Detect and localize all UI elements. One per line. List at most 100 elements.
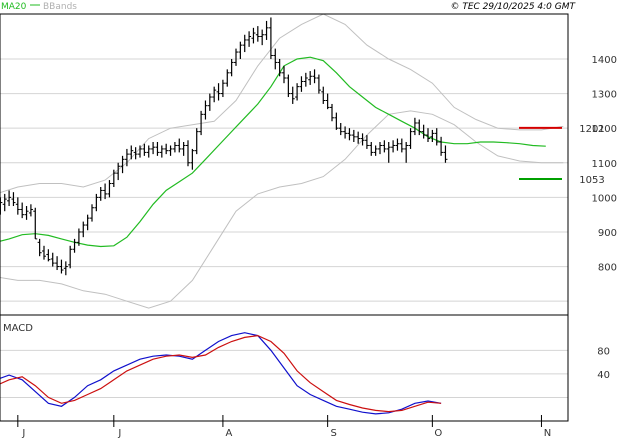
- price-bar-85: [364, 135, 369, 149]
- price-bar-86: [369, 142, 374, 156]
- price-bar-46: [194, 128, 199, 155]
- price-bar-47: [199, 110, 204, 136]
- price-bar-5: [15, 197, 20, 215]
- price-bar-14: [55, 256, 60, 271]
- tick-label-1400: 1400: [592, 55, 617, 66]
- price-bar-52: [220, 79, 225, 98]
- price-bar-82: [351, 129, 356, 143]
- price-levels: 1201 1053: [519, 124, 605, 186]
- price-bar-60: [255, 26, 260, 42]
- price-bar-97: [417, 119, 422, 136]
- macd-panel-frame: [0, 314, 569, 422]
- price-bar-18: [72, 238, 77, 253]
- price-bar-68: [290, 86, 295, 104]
- x-tick-label-0: J: [21, 428, 25, 439]
- price-bar-32: [133, 147, 138, 160]
- price-bar-53: [225, 69, 230, 87]
- price-bar-38: [159, 145, 164, 158]
- price-bar-13: [50, 252, 55, 267]
- price-bar-40: [168, 145, 173, 156]
- price-bar-83: [356, 131, 361, 144]
- price-bar-90: [386, 142, 391, 163]
- price-bar-8: [28, 204, 33, 217]
- price-bar-12: [46, 249, 51, 262]
- price-bar-70: [299, 76, 304, 92]
- price-bar-99: [426, 128, 430, 143]
- price-bar-91: [391, 140, 396, 153]
- price-bar-95: [408, 128, 413, 149]
- bollinger-bands: [0, 13, 564, 309]
- legend-bbands: BBands: [43, 2, 77, 12]
- tick-label-1000: 1000: [592, 193, 617, 204]
- tick-label-1200: 1200: [592, 124, 617, 135]
- ma20-path: [0, 56, 546, 248]
- price-bar-24: [98, 186, 103, 201]
- price-bar-74: [316, 74, 321, 94]
- price-bar-30: [124, 148, 129, 167]
- price-bar-2: [2, 193, 7, 212]
- price-bar-67: [286, 74, 291, 98]
- price-bar-26: [107, 180, 112, 198]
- macd-tick-label-80: 80: [597, 346, 610, 357]
- bb-upper-line: [0, 13, 564, 194]
- price-bar-50: [212, 86, 217, 103]
- price-bar-21: [85, 214, 90, 231]
- price-bar-88: [378, 142, 382, 155]
- macd-axis: 40 80: [597, 346, 610, 381]
- price-bar-36: [151, 142, 156, 155]
- price-bar-72: [308, 71, 313, 85]
- tick-label-900: 900: [598, 228, 617, 239]
- price-bar-64: [273, 48, 278, 70]
- macd-path: [0, 332, 442, 415]
- price-bar-54: [229, 58, 234, 77]
- price-bar-80: [343, 126, 348, 139]
- price-bar-25: [103, 183, 108, 200]
- price-bar-66: [282, 65, 286, 84]
- price-bar-19: [76, 228, 81, 246]
- price-bar-4: [11, 192, 16, 207]
- price-bar-56: [238, 41, 243, 59]
- price-bar-73: [312, 69, 317, 84]
- price-bars: [0, 17, 448, 276]
- price-bar-61: [260, 29, 265, 46]
- price-bar-44: [186, 140, 190, 167]
- price-bar-10: [37, 238, 42, 257]
- price-bar-101: [434, 128, 439, 146]
- price-bar-43: [181, 142, 186, 156]
- price-bar-16: [63, 261, 68, 276]
- price-bar-100: [430, 129, 435, 143]
- price-bar-39: [164, 143, 169, 155]
- price-bar-94: [404, 142, 409, 163]
- x-tick-label-3: S: [330, 428, 336, 439]
- x-tick-label-5: N: [544, 428, 551, 439]
- price-bar-29: [120, 155, 125, 174]
- price-bar-9: [33, 207, 38, 240]
- price-bar-59: [251, 27, 256, 44]
- price-bar-17: [68, 245, 73, 269]
- price-bar-28: [116, 162, 121, 181]
- price-grid: [0, 58, 568, 302]
- bb-lower-line: [0, 110, 564, 309]
- price-bar-103: [443, 145, 448, 163]
- price-bar-62: [264, 20, 269, 40]
- ma20-line: [0, 56, 546, 248]
- price-bar-11: [42, 245, 46, 260]
- price-bar-87: [373, 145, 378, 156]
- price-bar-35: [146, 145, 151, 158]
- price-bar-89: [382, 140, 387, 153]
- price-bar-49: [207, 93, 212, 111]
- price-bar-42: [177, 138, 182, 153]
- level-label-1053: 1053: [579, 175, 604, 186]
- price-bar-20: [81, 221, 86, 238]
- price-bar-92: [395, 138, 400, 151]
- signal-path: [0, 334, 442, 413]
- price-bar-69: [295, 83, 300, 101]
- price-bar-84: [360, 133, 365, 146]
- price-bar-96: [412, 117, 417, 136]
- price-bar-71: [303, 72, 308, 87]
- price-bar-45: [190, 148, 195, 170]
- price-bar-76: [325, 93, 330, 110]
- price-bar-78: [334, 112, 339, 130]
- price-bar-55: [234, 48, 238, 66]
